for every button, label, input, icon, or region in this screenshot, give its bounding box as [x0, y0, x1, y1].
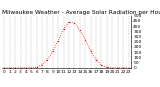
Text: Milwaukee Weather - Average Solar Radiation per Hour W/m² (Last 24 Hours): Milwaukee Weather - Average Solar Radiat… — [2, 9, 160, 15]
